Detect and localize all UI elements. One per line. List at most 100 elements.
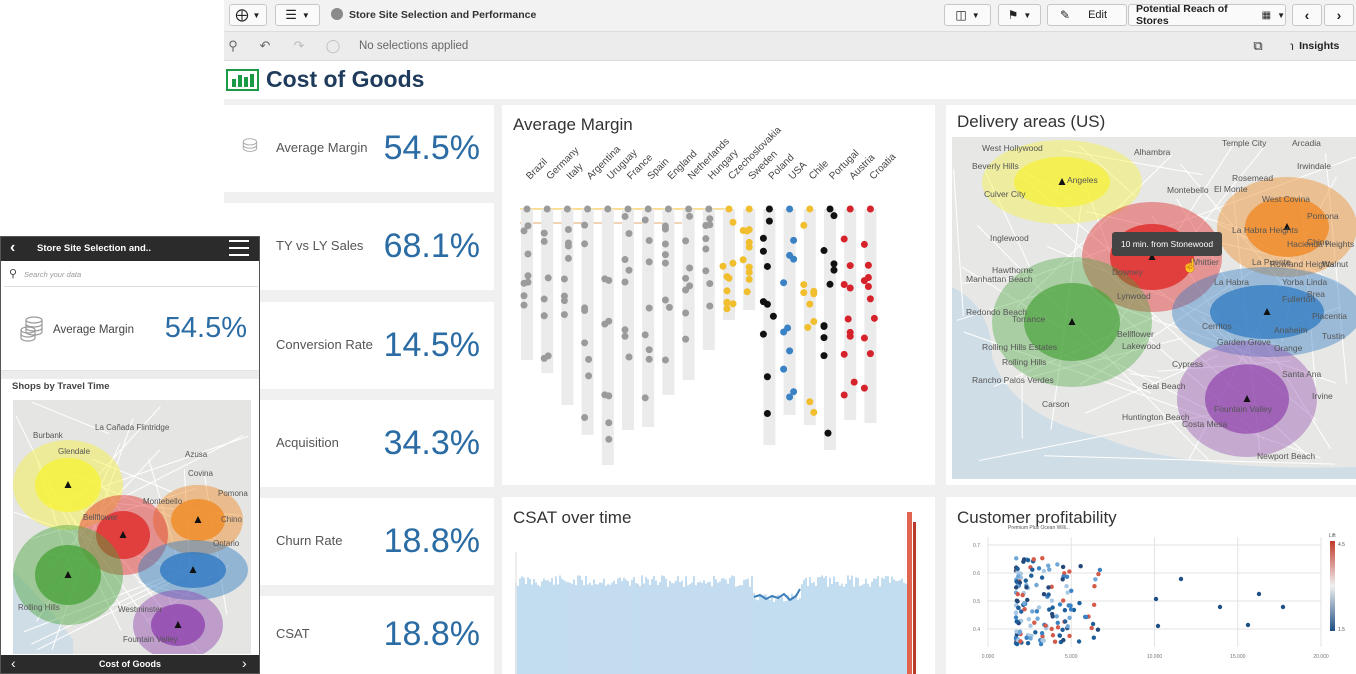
data-point [621, 278, 629, 286]
data-point [1041, 591, 1047, 597]
road [137, 581, 194, 598]
data-point [645, 355, 653, 363]
mobile-header: ‹ Store Site Selection and.. [1, 237, 259, 261]
clear-all-icon[interactable]: ◯ [325, 38, 341, 53]
place-label: Brea [1307, 289, 1325, 299]
road [963, 331, 1321, 459]
place-label: Irwindale [1297, 161, 1331, 171]
data-point [846, 328, 854, 336]
range-bar [844, 209, 857, 420]
navigation-menu-button[interactable]: ⨁ ▼ [229, 4, 267, 26]
data-point [686, 212, 694, 220]
data-point [1097, 567, 1103, 573]
data-point [1061, 637, 1066, 643]
data-point [682, 237, 690, 245]
data-point [1022, 607, 1027, 612]
data-point [1043, 623, 1048, 628]
present-button[interactable]: ◫ ▼ [944, 4, 991, 26]
chevron-right-icon[interactable]: › [242, 655, 247, 671]
store-marker [119, 531, 127, 538]
sheet-selector[interactable]: Potential Reach of Stores ▦ ▼ [1128, 3, 1286, 27]
mobile-map-plot[interactable]: Burbank La Cañada Flintridge Glendale Azusa… [13, 400, 251, 654]
place-label: Pomona [218, 489, 248, 498]
place-label: Rolling Hills [1002, 357, 1046, 367]
csat-chart[interactable]: CSAT over time [502, 497, 935, 674]
place-label: Seal Beach [1142, 381, 1186, 391]
road [1129, 373, 1161, 379]
bookmark-button[interactable]: ⚑ ▼ [998, 4, 1041, 26]
place-label: Lakewood [1122, 341, 1161, 351]
kpi-card[interactable]: ⛁ Average Margin 54.5% [224, 105, 494, 192]
data-point [702, 267, 710, 275]
delivery-areas-map[interactable]: Delivery areas (US) West Hollywood Alhamb… [946, 105, 1356, 485]
place-label: Tustin [1322, 331, 1345, 341]
profitability-plot: 0.000 5.000 10.000 15.000 20.000 0.7 0.6 0.5 0.4… [973, 525, 1345, 660]
data-point [1015, 566, 1020, 572]
data-point [560, 275, 568, 283]
insights-button[interactable]: ℩ Insights [1290, 38, 1339, 54]
data-point [719, 262, 727, 270]
data-point [520, 227, 528, 235]
mobile-search-field[interactable]: ⚲ Search your data [4, 264, 258, 287]
road [148, 458, 182, 572]
hamburger-menu-icon[interactable] [229, 240, 249, 256]
chevron-left-icon[interactable]: ‹ [11, 655, 16, 671]
data-point [1064, 583, 1069, 589]
data-point [745, 275, 753, 283]
edit-button[interactable]: ✎ Edit [1047, 4, 1127, 26]
data-point [1091, 635, 1097, 640]
selections-status: No selections applied [359, 40, 469, 52]
place-label: Walnut [1322, 259, 1349, 269]
place-label: Hawthorne [992, 265, 1033, 275]
data-point [846, 205, 854, 213]
data-point [702, 235, 710, 243]
data-point [1217, 604, 1223, 610]
data-point [686, 264, 694, 272]
data-point [1014, 556, 1019, 561]
data-point [1035, 616, 1040, 621]
country-label: Chile [807, 158, 831, 182]
data-point [810, 408, 818, 416]
step-forward-icon[interactable]: ↷ [293, 38, 305, 53]
next-sheet-button[interactable]: › [1324, 4, 1354, 26]
step-back-icon[interactable]: ↶ [259, 38, 271, 53]
data-point [786, 251, 794, 259]
data-point [723, 287, 731, 295]
data-point [840, 350, 848, 358]
data-point [1049, 626, 1054, 632]
data-point [1046, 607, 1052, 612]
kpi-value: 68.1% [383, 227, 480, 265]
data-point [563, 205, 571, 213]
data-point [581, 221, 589, 229]
data-point [1017, 629, 1023, 634]
data-point [780, 279, 788, 287]
smart-search-icon[interactable]: ⚲ [228, 38, 238, 53]
back-icon[interactable]: ‹ [10, 239, 16, 256]
chevron-down-icon: ▼ [252, 10, 261, 20]
average-margin-chart[interactable]: Average Margin Brazil Germany Italy Argenti… [502, 105, 935, 485]
place-label: Alhambra [1134, 147, 1171, 157]
data-point [1055, 620, 1060, 626]
place-label: Carson [1042, 399, 1070, 409]
data-point [1020, 592, 1025, 598]
data-point [581, 339, 589, 347]
selection-tool-icon[interactable]: ⧉ [1253, 38, 1263, 53]
y-tick-label: 0.6 [973, 571, 980, 577]
data-point [1067, 615, 1072, 621]
place-label: Newport Beach [1257, 451, 1315, 461]
place-label: Ontario [213, 539, 240, 548]
road [1062, 149, 1203, 176]
data-point [820, 322, 828, 330]
data-point [624, 205, 632, 213]
mobile-kpi-card[interactable]: Average Margin 54.5% [1, 294, 259, 371]
customer-profitability-chart[interactable]: Customer profitability 0.000 5.000 10.000 1… [946, 497, 1356, 674]
sheet-list-button[interactable]: ☰ ▼ [275, 4, 320, 26]
previous-sheet-button[interactable]: ‹ [1292, 4, 1322, 26]
place-label: Rancho Palos Verdes [972, 375, 1054, 385]
data-point [661, 251, 669, 259]
